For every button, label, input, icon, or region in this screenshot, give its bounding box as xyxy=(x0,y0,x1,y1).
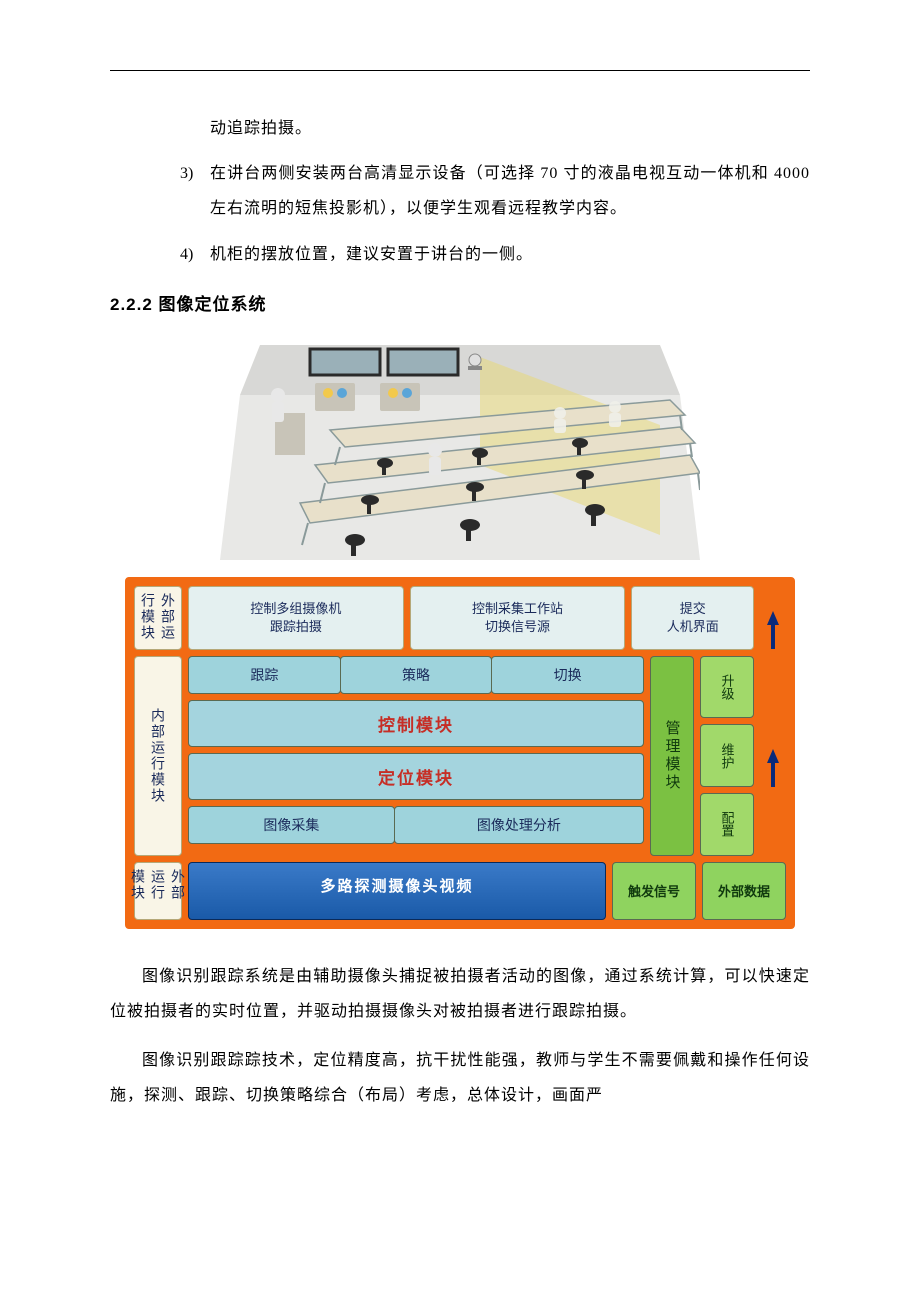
arrow-up-top xyxy=(760,586,786,650)
sidebar-external-bottom: 外部运行模块 xyxy=(134,862,182,920)
header-rule xyxy=(110,70,810,71)
duo-row: 图像采集 图像处理分析 xyxy=(188,806,644,844)
box-submit-hmi: 提交 人机界面 xyxy=(631,586,754,650)
gside-trigger: 触发信号 xyxy=(612,862,696,920)
bar-position-module: 定位模块 xyxy=(188,753,644,800)
gside-external-data: 外部数据 xyxy=(702,862,786,920)
mgmt-module: 管理模块 xyxy=(650,656,694,856)
pill-switch: 切换 xyxy=(491,656,644,694)
pill-strategy: 策略 xyxy=(340,656,493,694)
pill-image-process: 图像处理分析 xyxy=(394,806,644,844)
list-continuation: 动追踪拍摄。 3) 在讲台两侧安装两台高清显示设备（可选择 70 寸的液晶电视互… xyxy=(180,111,810,272)
gpill-upgrade: 升级 xyxy=(700,656,754,719)
pill-track: 跟踪 xyxy=(188,656,341,694)
box-camera-control: 控制多组摄像机 跟踪拍摄 xyxy=(188,586,404,650)
bottom-multi-video: 多路探测摄像头视频 xyxy=(188,862,606,920)
classroom-svg xyxy=(220,335,700,565)
list-item-3: 3) 在讲台两侧安装两台高清显示设备（可选择 70 寸的液晶电视互动一体机和 4… xyxy=(180,156,810,226)
list-item-4-text: 机柜的摆放位置，建议安置于讲台的一侧。 xyxy=(210,237,810,272)
list-item-3-number: 3) xyxy=(180,156,210,226)
list-item-4-number: 4) xyxy=(180,237,210,272)
arrow-up-mid xyxy=(760,656,786,856)
box-capture-switch: 控制采集工作站 切换信号源 xyxy=(410,586,626,650)
diagram-row-external-bottom: 外部运行模块 多路探测摄像头视频 触发信号 外部数据 xyxy=(134,862,786,920)
diagram-row-internal: 内部运行模块 跟踪 策略 切换 控制模块 定位模块 图像采集 图像处理分析 xyxy=(134,656,786,856)
pill-image-capture: 图像采集 xyxy=(188,806,395,844)
diagram-frame: 外部运行模块 控制多组摄像机 跟踪拍摄 控制采集工作站 切换信号源 提交 人机界… xyxy=(125,577,795,929)
gpill-maintain: 维护 xyxy=(700,724,754,787)
list-item-3-text: 在讲台两侧安装两台高清显示设备（可选择 70 寸的液晶电视互动一体机和 4000… xyxy=(210,156,810,226)
architecture-diagram: 外部运行模块 控制多组摄像机 跟踪拍摄 控制采集工作站 切换信号源 提交 人机界… xyxy=(110,577,810,929)
triple-row: 跟踪 策略 切换 xyxy=(188,656,644,694)
diagram-row-external-top: 外部运行模块 控制多组摄像机 跟踪拍摄 控制采集工作站 切换信号源 提交 人机界… xyxy=(134,586,786,650)
paragraph-2: 图像识别跟踪踪技术，定位精度高，抗干扰性能强，教师与学生不需要佩戴和操作任何设施… xyxy=(110,1043,810,1113)
continuation-text: 动追踪拍摄。 xyxy=(210,111,810,146)
sidebar-internal: 内部运行模块 xyxy=(134,656,182,856)
bar-control-module: 控制模块 xyxy=(188,700,644,747)
document-page: 动追踪拍摄。 3) 在讲台两侧安装两台高清显示设备（可选择 70 寸的液晶电视互… xyxy=(0,0,920,1302)
gpill-config: 配置 xyxy=(700,793,754,856)
classroom-illustration xyxy=(110,335,810,565)
paragraph-1: 图像识别跟踪系统是由辅助摄像头捕捉被拍摄者活动的图像，通过系统计算，可以快速定位… xyxy=(110,959,810,1029)
side-stack: 升级 维护 配置 xyxy=(700,656,754,856)
sidebar-external-top: 外部运行模块 xyxy=(134,586,182,650)
list-item-4: 4) 机柜的摆放位置，建议安置于讲台的一侧。 xyxy=(180,237,810,272)
section-heading: 2.2.2 图像定位系统 xyxy=(110,290,810,315)
